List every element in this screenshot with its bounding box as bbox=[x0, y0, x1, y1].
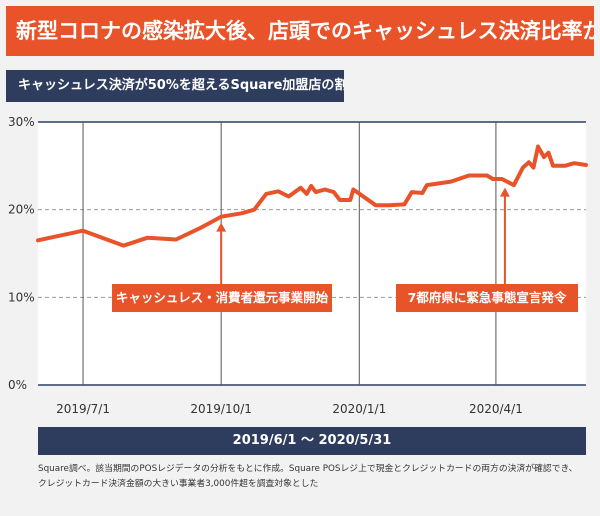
series-point bbox=[122, 244, 126, 248]
series-point bbox=[351, 187, 355, 192]
series-point bbox=[420, 191, 424, 195]
x-tick-label: 2019/7/1 bbox=[56, 402, 110, 416]
footnote: Square調べ。該当期間のPOSレジデータの分析をもとに作成。Square P… bbox=[38, 462, 594, 492]
series-point bbox=[332, 190, 336, 194]
series-layer bbox=[36, 144, 588, 248]
series-point bbox=[348, 198, 352, 202]
annotation-arrow-head bbox=[216, 222, 227, 232]
series-point bbox=[146, 236, 150, 240]
series-point bbox=[425, 183, 429, 187]
series-point bbox=[359, 193, 363, 197]
series-point bbox=[500, 177, 504, 181]
series-point bbox=[536, 144, 540, 149]
series-point bbox=[512, 183, 516, 187]
y-tick-label: 20% bbox=[8, 203, 35, 217]
x-tick-label: 2020/4/1 bbox=[469, 402, 523, 416]
series-point bbox=[551, 164, 555, 168]
series-point bbox=[276, 189, 280, 193]
footnote-line-2: クレジットカード決済金額の大きい事業者3,000件超を調査対象とした bbox=[38, 479, 319, 489]
annotation-arrows bbox=[216, 187, 510, 284]
series-point bbox=[287, 194, 291, 199]
series-point bbox=[323, 187, 327, 192]
series-point bbox=[36, 238, 40, 242]
series-point bbox=[374, 203, 378, 207]
series-point bbox=[299, 186, 303, 190]
series-point bbox=[491, 177, 495, 181]
y-tick-label: 0% bbox=[8, 378, 27, 392]
series-point bbox=[264, 192, 268, 196]
series-point bbox=[521, 166, 525, 170]
series-point bbox=[309, 184, 313, 188]
series-point bbox=[546, 151, 551, 155]
series-point bbox=[410, 190, 414, 194]
series-point bbox=[387, 203, 391, 207]
chart-subtitle: キャッシュレス決済が50%を超えるSquare加盟店の割合 bbox=[6, 70, 344, 102]
series-point bbox=[314, 190, 318, 194]
series-point bbox=[174, 237, 178, 242]
x-tick-label: 2019/10/1 bbox=[190, 402, 252, 416]
annotation-state-of-emergency: 7都府県に緊急事態宣言発令 bbox=[396, 284, 578, 312]
series-point bbox=[219, 215, 223, 219]
series-point bbox=[563, 164, 567, 168]
series-point bbox=[305, 192, 309, 196]
series-point bbox=[198, 226, 202, 230]
plot-area bbox=[38, 122, 586, 385]
series-point bbox=[584, 163, 588, 167]
series-point bbox=[240, 211, 244, 215]
x-tick-label: 2020/1/1 bbox=[332, 402, 386, 416]
axis-layer: 0% 10% 20% 30% 2019/7/1 2019/10/1 2020/1/1 2020… bbox=[8, 115, 523, 416]
series-point bbox=[338, 198, 342, 202]
annotation-arrow-head bbox=[499, 187, 510, 197]
series-point bbox=[81, 229, 85, 233]
y-tick-label: 30% bbox=[8, 115, 35, 129]
series-point bbox=[485, 173, 489, 178]
series-point bbox=[572, 161, 576, 165]
series-point bbox=[527, 160, 531, 164]
series-point bbox=[402, 202, 406, 206]
series-point bbox=[531, 166, 536, 170]
date-range-bar: 2019/6/1 〜 2020/5/31 bbox=[38, 427, 586, 455]
series-point bbox=[252, 208, 256, 212]
page-title: 新型コロナの感染拡大後、店頭でのキャッシュレス決済比率が増加 bbox=[6, 6, 594, 56]
y-tick-label: 10% bbox=[8, 290, 35, 304]
series-point bbox=[467, 173, 471, 178]
series-point bbox=[449, 180, 453, 184]
annotation-cashless-campaign: キャッシュレス・消費者還元事業開始 bbox=[112, 284, 332, 312]
footnote-line-1: Square調べ。該当期間のPOSレジデータの分析をもとに作成。Square P… bbox=[38, 464, 578, 474]
series-point bbox=[542, 155, 546, 159]
grid-layer bbox=[38, 121, 586, 386]
